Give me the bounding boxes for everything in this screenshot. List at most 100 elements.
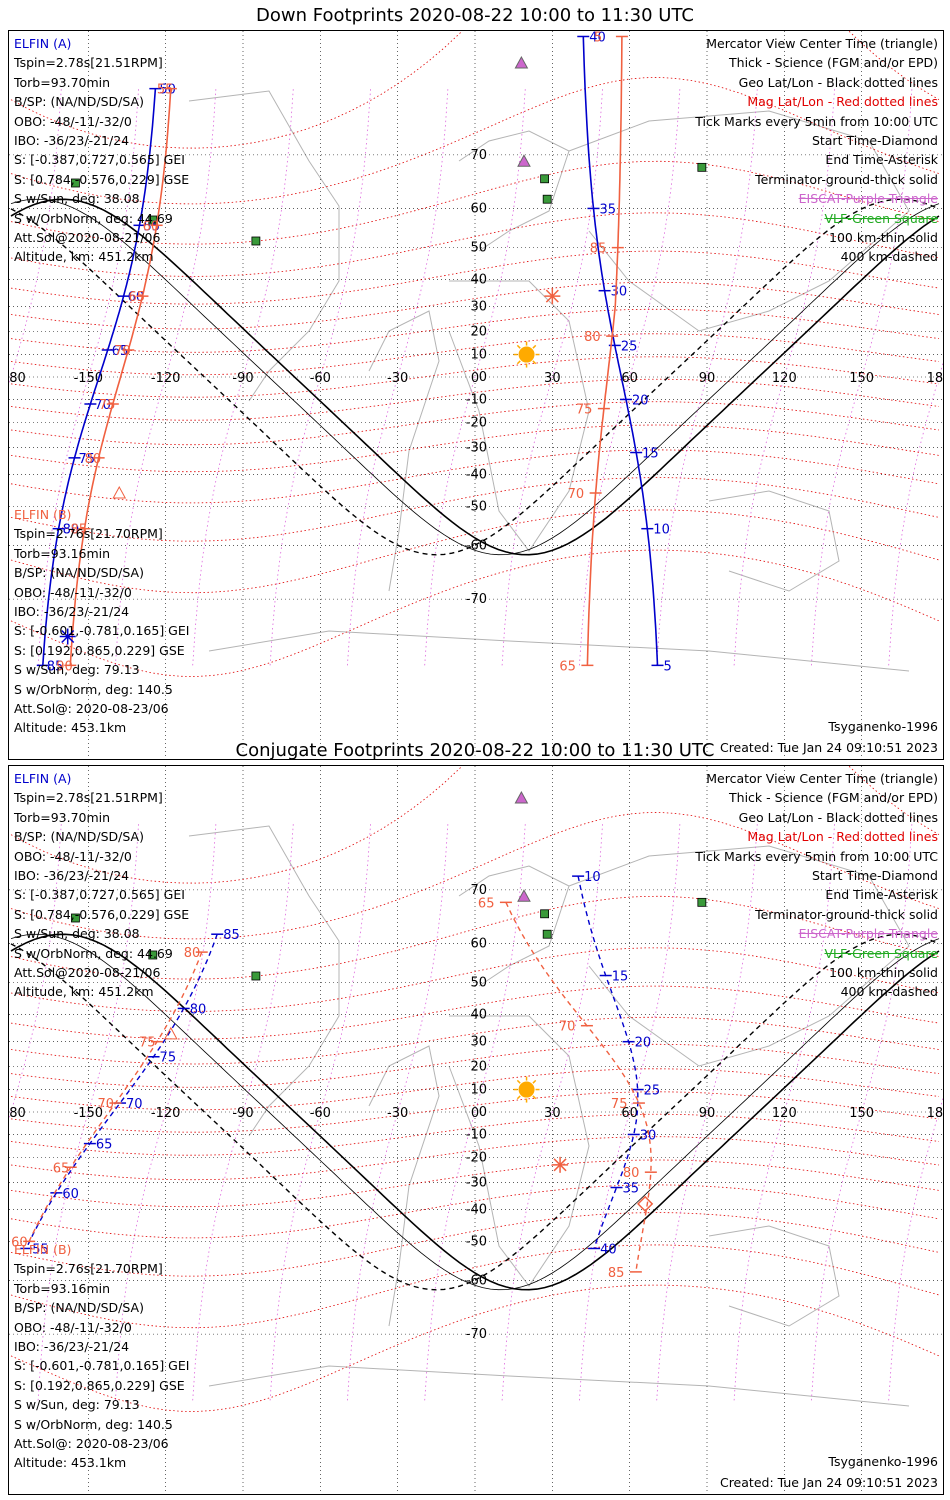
info-line: Tspin=2.78s[21.51RPM] — [14, 790, 163, 806]
track-time-label: 50 — [159, 83, 176, 98]
legend-item: EISCAT-Purple Triangle — [798, 926, 938, 942]
track-time-label: 85 — [590, 242, 607, 257]
info-line: S: [0.784,-0.576,0.229] GSE — [14, 171, 190, 187]
mag-latitude-line — [10, 356, 940, 398]
coastline — [568, 110, 910, 332]
info-line: B/SP: (NA/ND/SD/SA) — [14, 565, 144, 581]
track-time-label: 70 — [568, 487, 585, 502]
latitude-label: -70 — [466, 592, 487, 607]
mag-meridian — [347, 88, 449, 666]
longitude-label: -180 — [9, 371, 26, 386]
mag-meridian — [192, 823, 294, 1401]
mag-meridian — [888, 361, 943, 666]
elfin-b-track-east — [586, 36, 623, 666]
mag-latitude-line — [10, 1113, 940, 1156]
longitude-label: 90 — [699, 1106, 716, 1121]
track-time-label: 20 — [632, 393, 649, 408]
track-time-label: 80 — [623, 1166, 640, 1181]
elfin-a-name: ELFIN (A) — [14, 771, 72, 786]
track-time-label: 75 — [79, 452, 96, 467]
eiscat-triangle — [517, 154, 531, 167]
track-time-label: 20 — [635, 1036, 652, 1051]
track-time-label: 5 — [664, 659, 672, 674]
latitude-label: 10 — [470, 348, 487, 363]
view-center-triangle — [163, 1026, 178, 1040]
legend-item: VLF-Green Square — [824, 945, 938, 961]
track-time-label: 65 — [112, 344, 129, 359]
track-time-label: 70 — [97, 1097, 114, 1112]
sun-disk — [518, 346, 535, 363]
mag-latitude-line — [10, 895, 940, 980]
info-line: OBO: -48/-11/-32/0 — [14, 584, 132, 600]
mag-meridian — [269, 88, 371, 666]
mag-latitude-line — [10, 1284, 940, 1412]
sun-disk — [518, 1081, 535, 1098]
legend-item: Mag Lat/Lon - Red dotted lines — [747, 829, 938, 845]
legend-item: Geo Lat/Lon - Black dotted lines — [738, 809, 938, 825]
info-line: S w/Sun, deg: 38.08 — [14, 926, 140, 942]
panel-title: Down Footprints 2020-08-22 10:00 to 11:3… — [256, 5, 694, 26]
terminator-400km — [10, 198, 940, 556]
elfin-b-info: ELFIN (B) Tspin=2.76s[21.70RPM] Torb=93.… — [14, 1240, 189, 1473]
coastline — [188, 90, 340, 402]
longitude-label: 180 — [927, 1106, 943, 1121]
mag-meridian — [424, 88, 526, 666]
sun-ray — [516, 1095, 521, 1100]
longitude-label: -90 — [232, 371, 253, 386]
mag-latitude-line — [10, 31, 940, 149]
latitude-label: 40 — [470, 272, 487, 287]
longitude-label: -90 — [232, 1106, 253, 1121]
latitude-label: 50 — [470, 976, 487, 991]
track-time-label: 85 — [223, 928, 240, 943]
mag-meridian — [888, 1096, 943, 1401]
model-label: Tsyganenko-1996 — [828, 1454, 938, 1469]
mag-latitude-line — [10, 212, 940, 277]
coastline — [448, 280, 590, 552]
mag-meridian — [115, 823, 217, 1401]
info-line: IBO: -36/23/-21/24 — [14, 604, 130, 620]
track-time-label: 60 — [128, 290, 145, 305]
longitude-label: 120 — [772, 1106, 797, 1121]
track-time-label: 80 — [85, 452, 102, 467]
legend-item: Tick Marks every 5min from 10:00 UTC — [695, 113, 938, 129]
asterisk-stroke — [61, 630, 75, 644]
info-line: S w/OrbNorm, deg: 44.69 — [14, 210, 173, 226]
elfin-a-info: ELFIN (A) Tspin=2.78s[21.51RPM] Torb=93.… — [14, 769, 189, 1002]
longitude-label: 150 — [849, 1106, 874, 1121]
mag-latitude-line — [10, 160, 940, 245]
latitude-label: -70 — [466, 1327, 487, 1342]
legend-item: 400 km-dashed — [840, 249, 938, 265]
track-time-label: 30 — [611, 285, 628, 300]
mag-meridian — [9, 823, 62, 1121]
latitude-label: -30 — [466, 1175, 487, 1190]
track-time-label: 65 — [53, 1161, 70, 1176]
end-asterisk — [59, 628, 76, 645]
mag-latitude-line — [10, 549, 940, 677]
sun-icon — [513, 341, 540, 368]
mag-latitude-line — [10, 766, 940, 884]
track-time-label: 10 — [584, 870, 601, 885]
info-line: OBO: -48/-11/-32/0 — [14, 1319, 132, 1335]
elfin-b-name: ELFIN (B) — [14, 507, 72, 522]
info-line: Altitude, km: 451.2km — [14, 984, 154, 1000]
info-line: Tspin=2.76s[21.70RPM] — [14, 526, 163, 542]
info-line: S: [-0.387,0.727,0.565] GEI — [14, 887, 185, 903]
mag-latitude-line — [10, 1212, 940, 1277]
latitude-label: -10 — [466, 392, 487, 407]
track-time-label: 65 — [96, 1138, 113, 1153]
elfin-b-name: ELFIN (B) — [14, 1242, 72, 1257]
latitude-label: -40 — [466, 468, 487, 483]
latitude-label: -60 — [466, 539, 487, 554]
model-label: Tsyganenko-1996 — [828, 719, 938, 734]
info-line: S: [-0.387,0.727,0.565] GEI — [14, 152, 185, 168]
mag-meridian — [811, 823, 913, 1401]
coastline — [208, 1365, 910, 1407]
info-line: S w/OrbNorm, deg: 140.5 — [14, 1416, 173, 1432]
sun-ray — [516, 344, 521, 349]
terminator-400km — [10, 933, 940, 1291]
legend-item: Start Time-Diamond — [811, 133, 938, 149]
legend-item: Tick Marks every 5min from 10:00 UTC — [695, 848, 938, 864]
coastline — [188, 825, 340, 1137]
vlf-square — [540, 909, 549, 919]
vlf-square — [697, 897, 707, 907]
